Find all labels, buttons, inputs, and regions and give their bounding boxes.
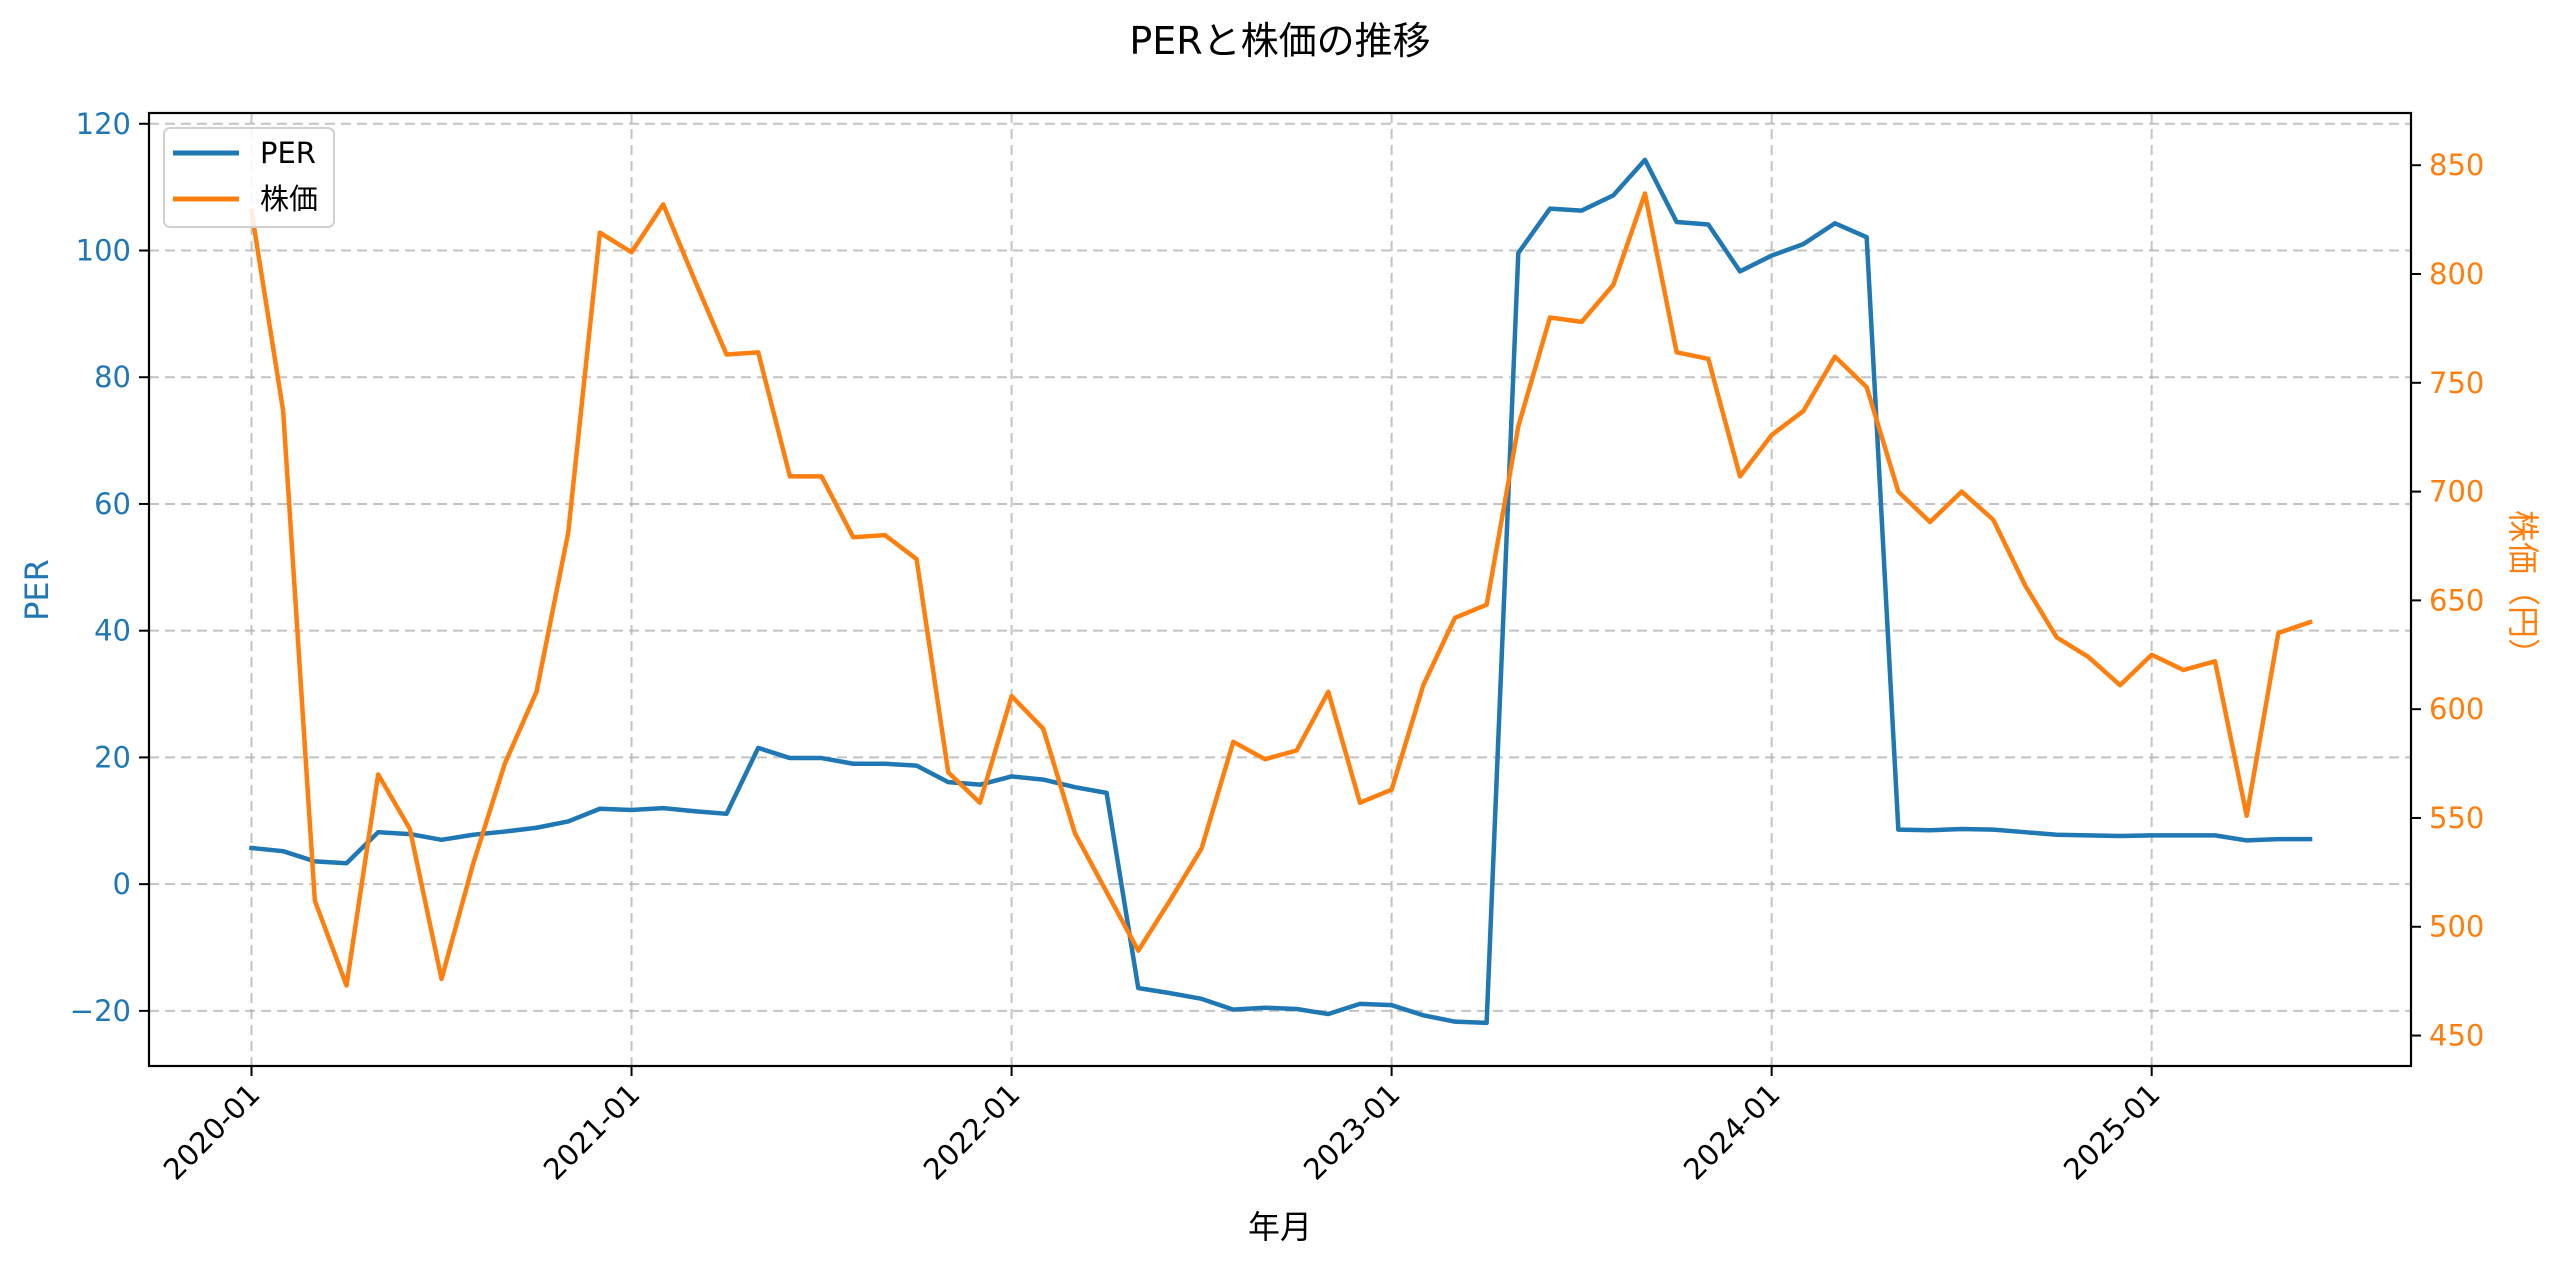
y-left-tick-label: 0 — [113, 867, 131, 901]
x-axis-label: 年月 — [1248, 1208, 1312, 1246]
plot-frame — [147, 111, 2413, 1068]
y-axis-right-label: 株価（円） — [2504, 510, 2542, 670]
legend-per-label: PER — [260, 136, 316, 170]
y-left-tick-label: 120 — [76, 107, 131, 141]
x-axis: 2020-01 2021-01 2022-01 2023-01 2024-01 2025-… — [157, 1066, 2167, 1187]
price-line — [248, 191, 2313, 988]
legend: PER 株価 — [163, 127, 335, 228]
y-axis-left: 120 100 80 60 40 20 0 −20 — [70, 107, 149, 1028]
x-tick-label: 2022-01 — [917, 1077, 1027, 1187]
per-line — [249, 157, 2313, 1026]
y-left-tick-label: −20 — [70, 994, 131, 1028]
y-left-tick-label: 40 — [94, 614, 131, 648]
y-right-tick-label: 600 — [2429, 692, 2484, 726]
y-left-tick-label: 100 — [76, 234, 131, 268]
x-tick-label: 2024-01 — [1677, 1077, 1787, 1187]
y-right-tick-label: 850 — [2429, 148, 2484, 182]
y-right-tick-label: 800 — [2429, 257, 2484, 291]
grid — [149, 113, 2411, 1066]
y-left-tick-label: 60 — [94, 487, 131, 521]
x-tick-label: 2023-01 — [1297, 1077, 1407, 1187]
y-right-tick-label: 500 — [2429, 910, 2484, 944]
x-tick-label: 2021-01 — [537, 1077, 647, 1187]
x-tick-label: 2025-01 — [2057, 1077, 2167, 1187]
y-right-tick-label: 650 — [2429, 583, 2484, 617]
y-right-tick-label: 700 — [2429, 475, 2484, 509]
chart-title: PERと株価の推移 — [1129, 19, 1430, 63]
y-right-tick-label: 450 — [2429, 1019, 2484, 1053]
x-tick-label: 2020-01 — [157, 1077, 267, 1187]
y-left-tick-label: 80 — [94, 360, 131, 394]
legend-price-label: 株価 — [260, 182, 318, 216]
plot-lines — [248, 157, 2313, 1026]
y-left-tick-label: 20 — [94, 740, 131, 774]
y-axis-right: 850 800 750 700 650 600 550 500 450 — [2411, 148, 2484, 1053]
y-right-tick-label: 550 — [2429, 801, 2484, 835]
y-axis-left-label: PER — [18, 559, 56, 621]
y-right-tick-label: 750 — [2429, 366, 2484, 400]
